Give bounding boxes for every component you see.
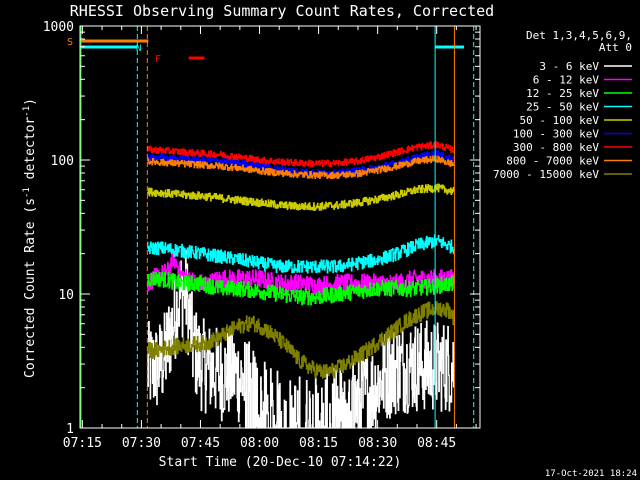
- legend-label: 300 - 800 keV: [513, 141, 599, 154]
- series-trace: [147, 155, 455, 180]
- legend-label: 6 - 12 keV: [533, 74, 600, 87]
- y-axis: 1 10 100 1000: [43, 20, 480, 437]
- legend-label: 12 - 25 keV: [526, 87, 599, 100]
- saa-flag-label: S: [67, 37, 73, 48]
- x-tick-label: 08:45: [417, 436, 456, 451]
- x-tick-label: 08:15: [299, 436, 338, 451]
- footer-timestamp: 17-Oct-2021 18:24: [545, 469, 637, 479]
- series-trace: [147, 271, 455, 306]
- x-tick-label: 08:00: [240, 436, 279, 451]
- series-trace: [147, 300, 455, 379]
- legend-title-line-1: Det 1,3,4,5,6,9,: [526, 29, 632, 42]
- flare-flag-label: F: [155, 54, 161, 65]
- x-axis: 07:15 07:30 07:45 08:00 08:15 08:30 08:45: [63, 26, 477, 451]
- x-axis-label: Start Time (20-Dec-10 07:14:22): [159, 455, 402, 470]
- x-tick-label: 07:30: [122, 436, 161, 451]
- chart-title: RHESSI Observing Summary Count Rates, Co…: [70, 2, 494, 20]
- plot-frame: [79, 25, 481, 429]
- legend-label: 25 - 50 keV: [526, 101, 599, 114]
- night-flag-label: N: [136, 44, 141, 54]
- legend-label: 7000 - 15000 keV: [493, 168, 599, 181]
- y-tick-label: 1: [66, 422, 74, 437]
- legend-label: 800 - 7000 keV: [506, 155, 599, 168]
- y-tick-label: 10: [58, 288, 74, 303]
- legend-title-line-2: Att 0: [599, 41, 632, 54]
- saa-night-markers: [80, 26, 475, 428]
- y-tick-label: 1000: [43, 20, 74, 35]
- x-tick-label: 07:15: [63, 436, 102, 451]
- series-trace: [147, 183, 455, 212]
- legend-label: 100 - 300 keV: [513, 128, 599, 141]
- legend-label: 3 - 6 keV: [539, 60, 599, 73]
- attenuator-flags: S N F: [67, 37, 464, 65]
- y-axis-label: Corrected Count Rate (s-1 detector-1): [22, 98, 38, 378]
- series-trace: [147, 141, 455, 168]
- series-trace: [147, 234, 455, 274]
- y-tick-label: 100: [51, 154, 74, 169]
- legend-label: 50 - 100 keV: [520, 114, 600, 127]
- x-tick-label: 08:30: [358, 436, 397, 451]
- x-tick-label: 07:45: [181, 436, 220, 451]
